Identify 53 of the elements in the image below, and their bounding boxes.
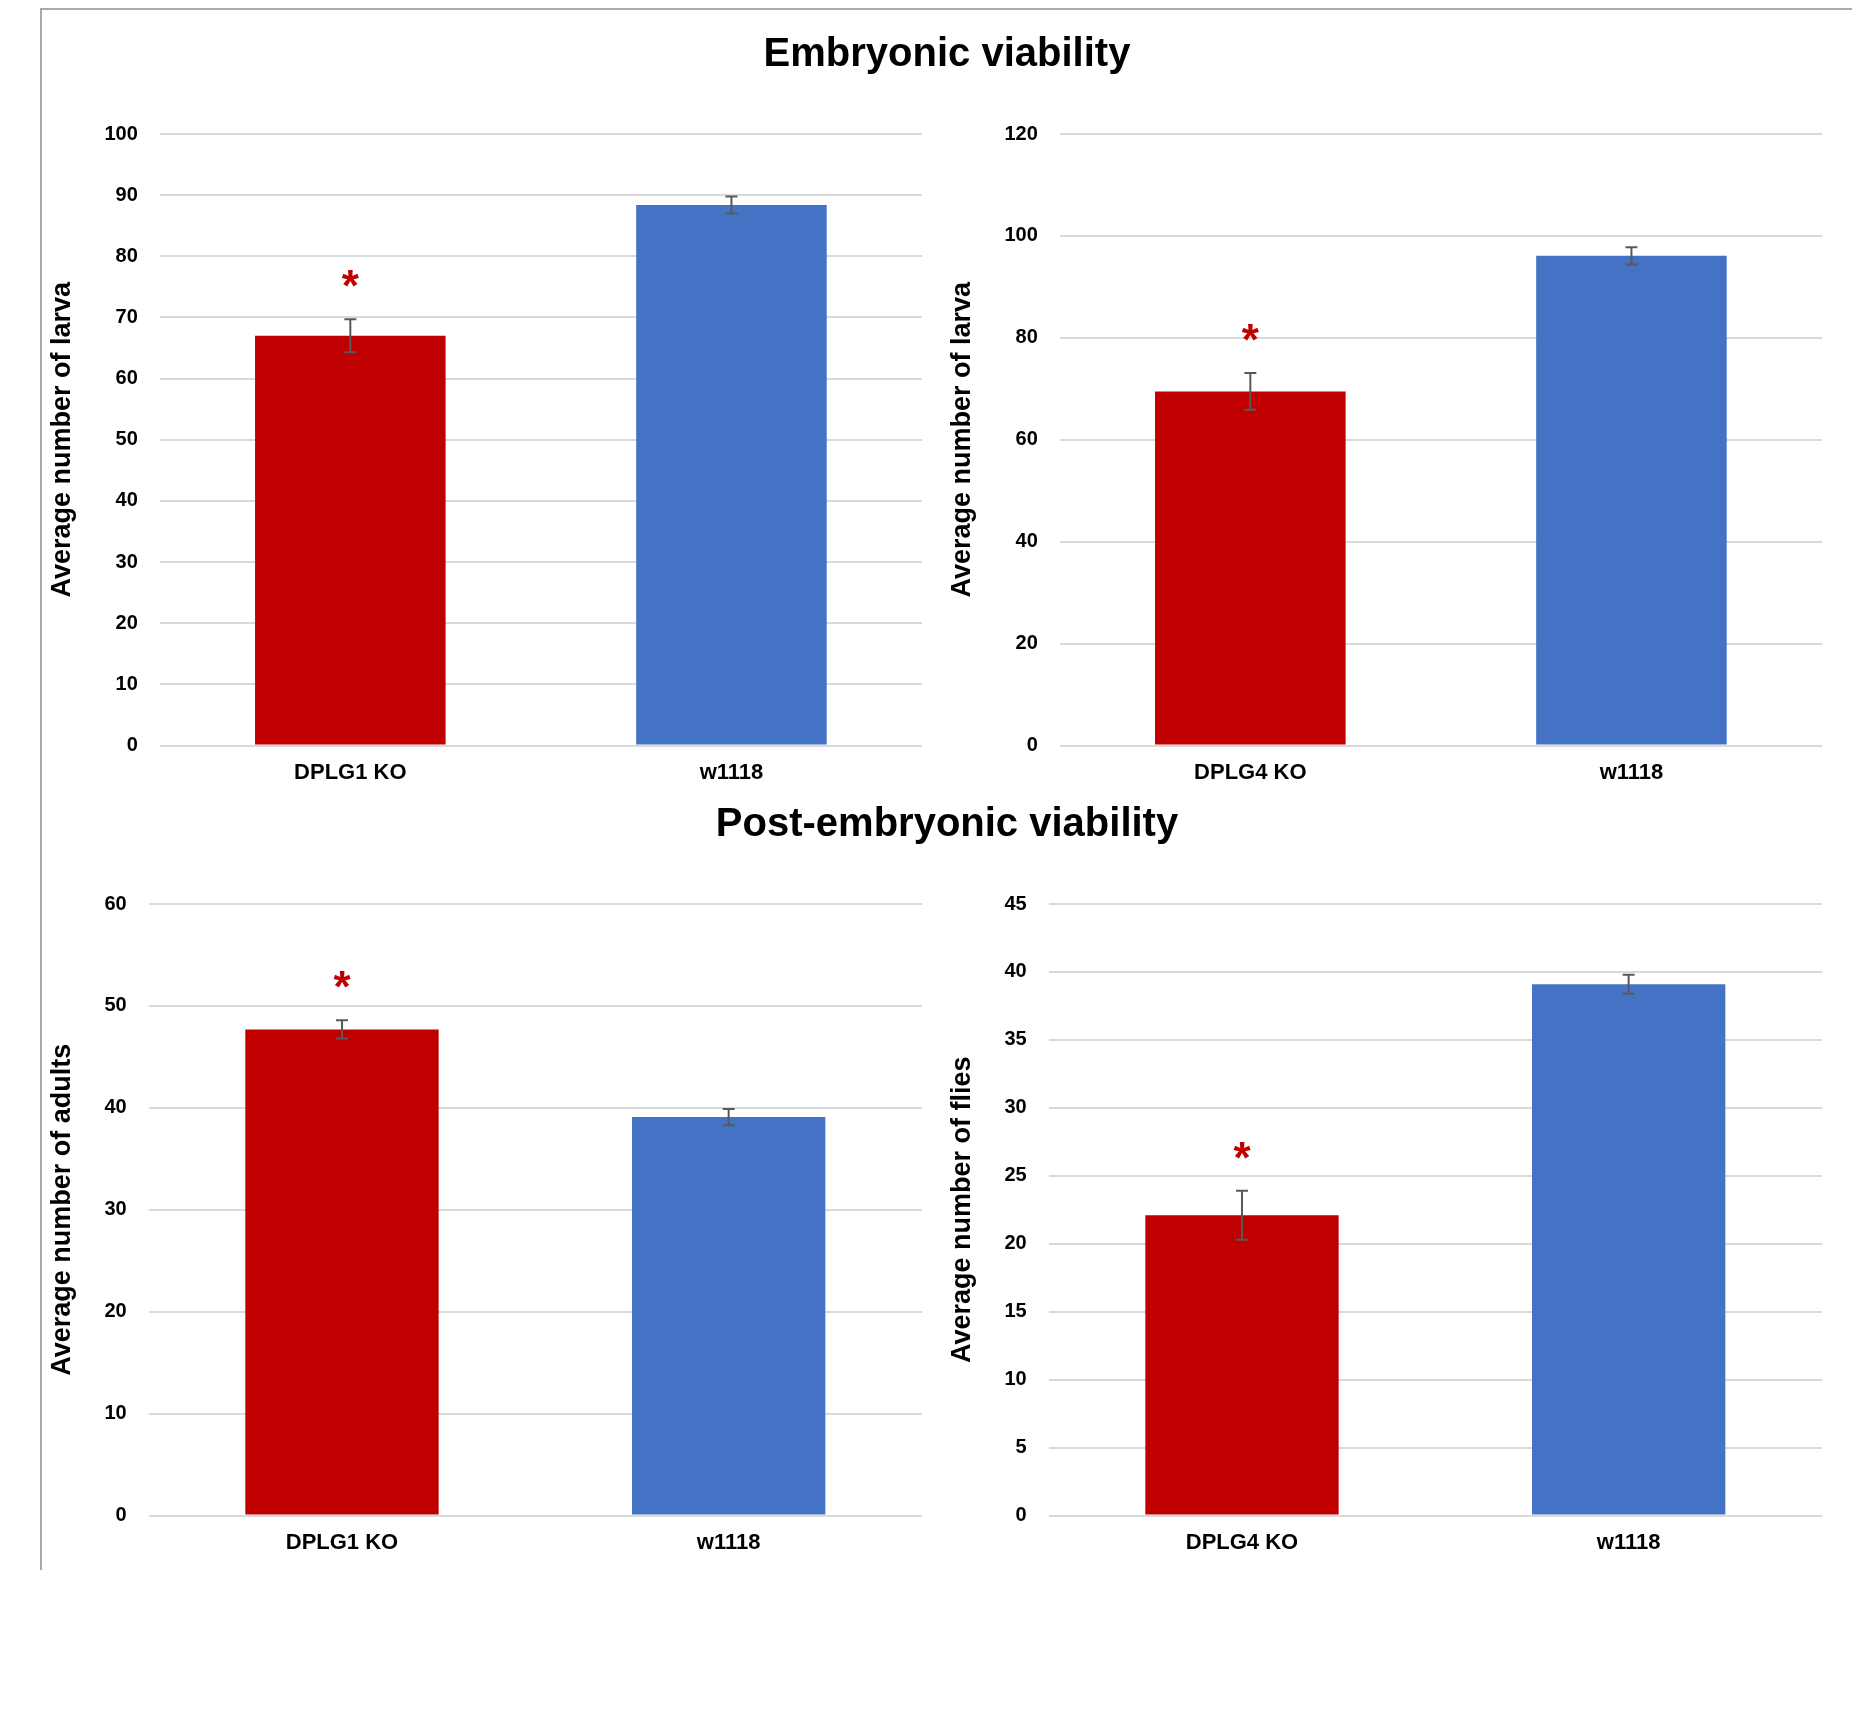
y-tick-label: 0 (115, 1503, 127, 1526)
y-tick-label: 30 (104, 1197, 127, 1220)
y-tick-label: 20 (104, 1299, 127, 1322)
y-tick-label: 10 (1004, 1367, 1027, 1390)
y-tick-label: 25 (1004, 1163, 1027, 1186)
y-axis-title: Average number of flies (945, 1056, 976, 1364)
annotation: * (1241, 315, 1260, 365)
y-tick-label: 90 (115, 182, 138, 205)
y-tick-label: 10 (115, 671, 138, 694)
y-tick-label: 20 (1004, 1231, 1027, 1254)
chart-title: Embryonic viability (763, 30, 1131, 74)
y-axis-title: Average number of larva (45, 281, 76, 598)
chart-title: Post-embryonic viability (715, 800, 1179, 844)
x-tick-label: w1118 (695, 1528, 761, 1554)
x-tick-label: DPLG4 KO (1194, 758, 1307, 784)
y-tick-label: 20 (115, 610, 138, 633)
y-tick-label: 40 (104, 1095, 127, 1118)
y-tick-label: 40 (1015, 529, 1038, 552)
y-tick-label: 40 (115, 488, 138, 511)
y-tick-label: 80 (1015, 325, 1038, 348)
y-tick-label: 60 (115, 366, 138, 389)
y-tick-label: 45 (1004, 891, 1027, 914)
y-tick-label: 10 (104, 1401, 127, 1424)
y-tick-label: 100 (104, 121, 138, 144)
y-tick-label: 40 (1004, 959, 1027, 982)
x-tick-label: w1118 (698, 758, 764, 784)
y-tick-label: 80 (115, 243, 138, 266)
y-tick-label: 0 (1026, 733, 1038, 756)
y-tick-label: 0 (1015, 1503, 1027, 1526)
y-tick-label: 30 (115, 549, 138, 572)
y-tick-label: 100 (1004, 223, 1038, 246)
y-tick-label: 20 (1015, 631, 1038, 654)
y-tick-label: 0 (126, 733, 138, 756)
y-tick-label: 60 (1015, 427, 1038, 450)
y-tick-label: 50 (104, 993, 127, 1016)
y-tick-label: 5 (1015, 1435, 1027, 1458)
annotation: * (1233, 1132, 1252, 1182)
y-tick-label: 70 (115, 305, 138, 327)
x-tick-label: DPLG1 KO (285, 1528, 399, 1554)
annotation: * (341, 261, 360, 311)
y-axis-title: Average number of adults (45, 1043, 76, 1376)
y-tick-label: 120 (1004, 121, 1038, 144)
x-tick-label: w1118 (1598, 758, 1664, 784)
y-axis-title: Average number of larva (945, 281, 976, 598)
x-tick-label: w1118 (1595, 1528, 1661, 1554)
y-tick-label: 30 (1004, 1095, 1027, 1118)
annotation: * (333, 962, 352, 1012)
y-tick-label: 35 (1004, 1027, 1027, 1050)
y-tick-label: 50 (115, 427, 138, 450)
y-tick-label: 60 (104, 891, 127, 914)
x-tick-label: DPLG1 KO (294, 758, 407, 784)
y-tick-label: 15 (1004, 1299, 1027, 1322)
x-tick-label: DPLG4 KO (1185, 1528, 1299, 1554)
